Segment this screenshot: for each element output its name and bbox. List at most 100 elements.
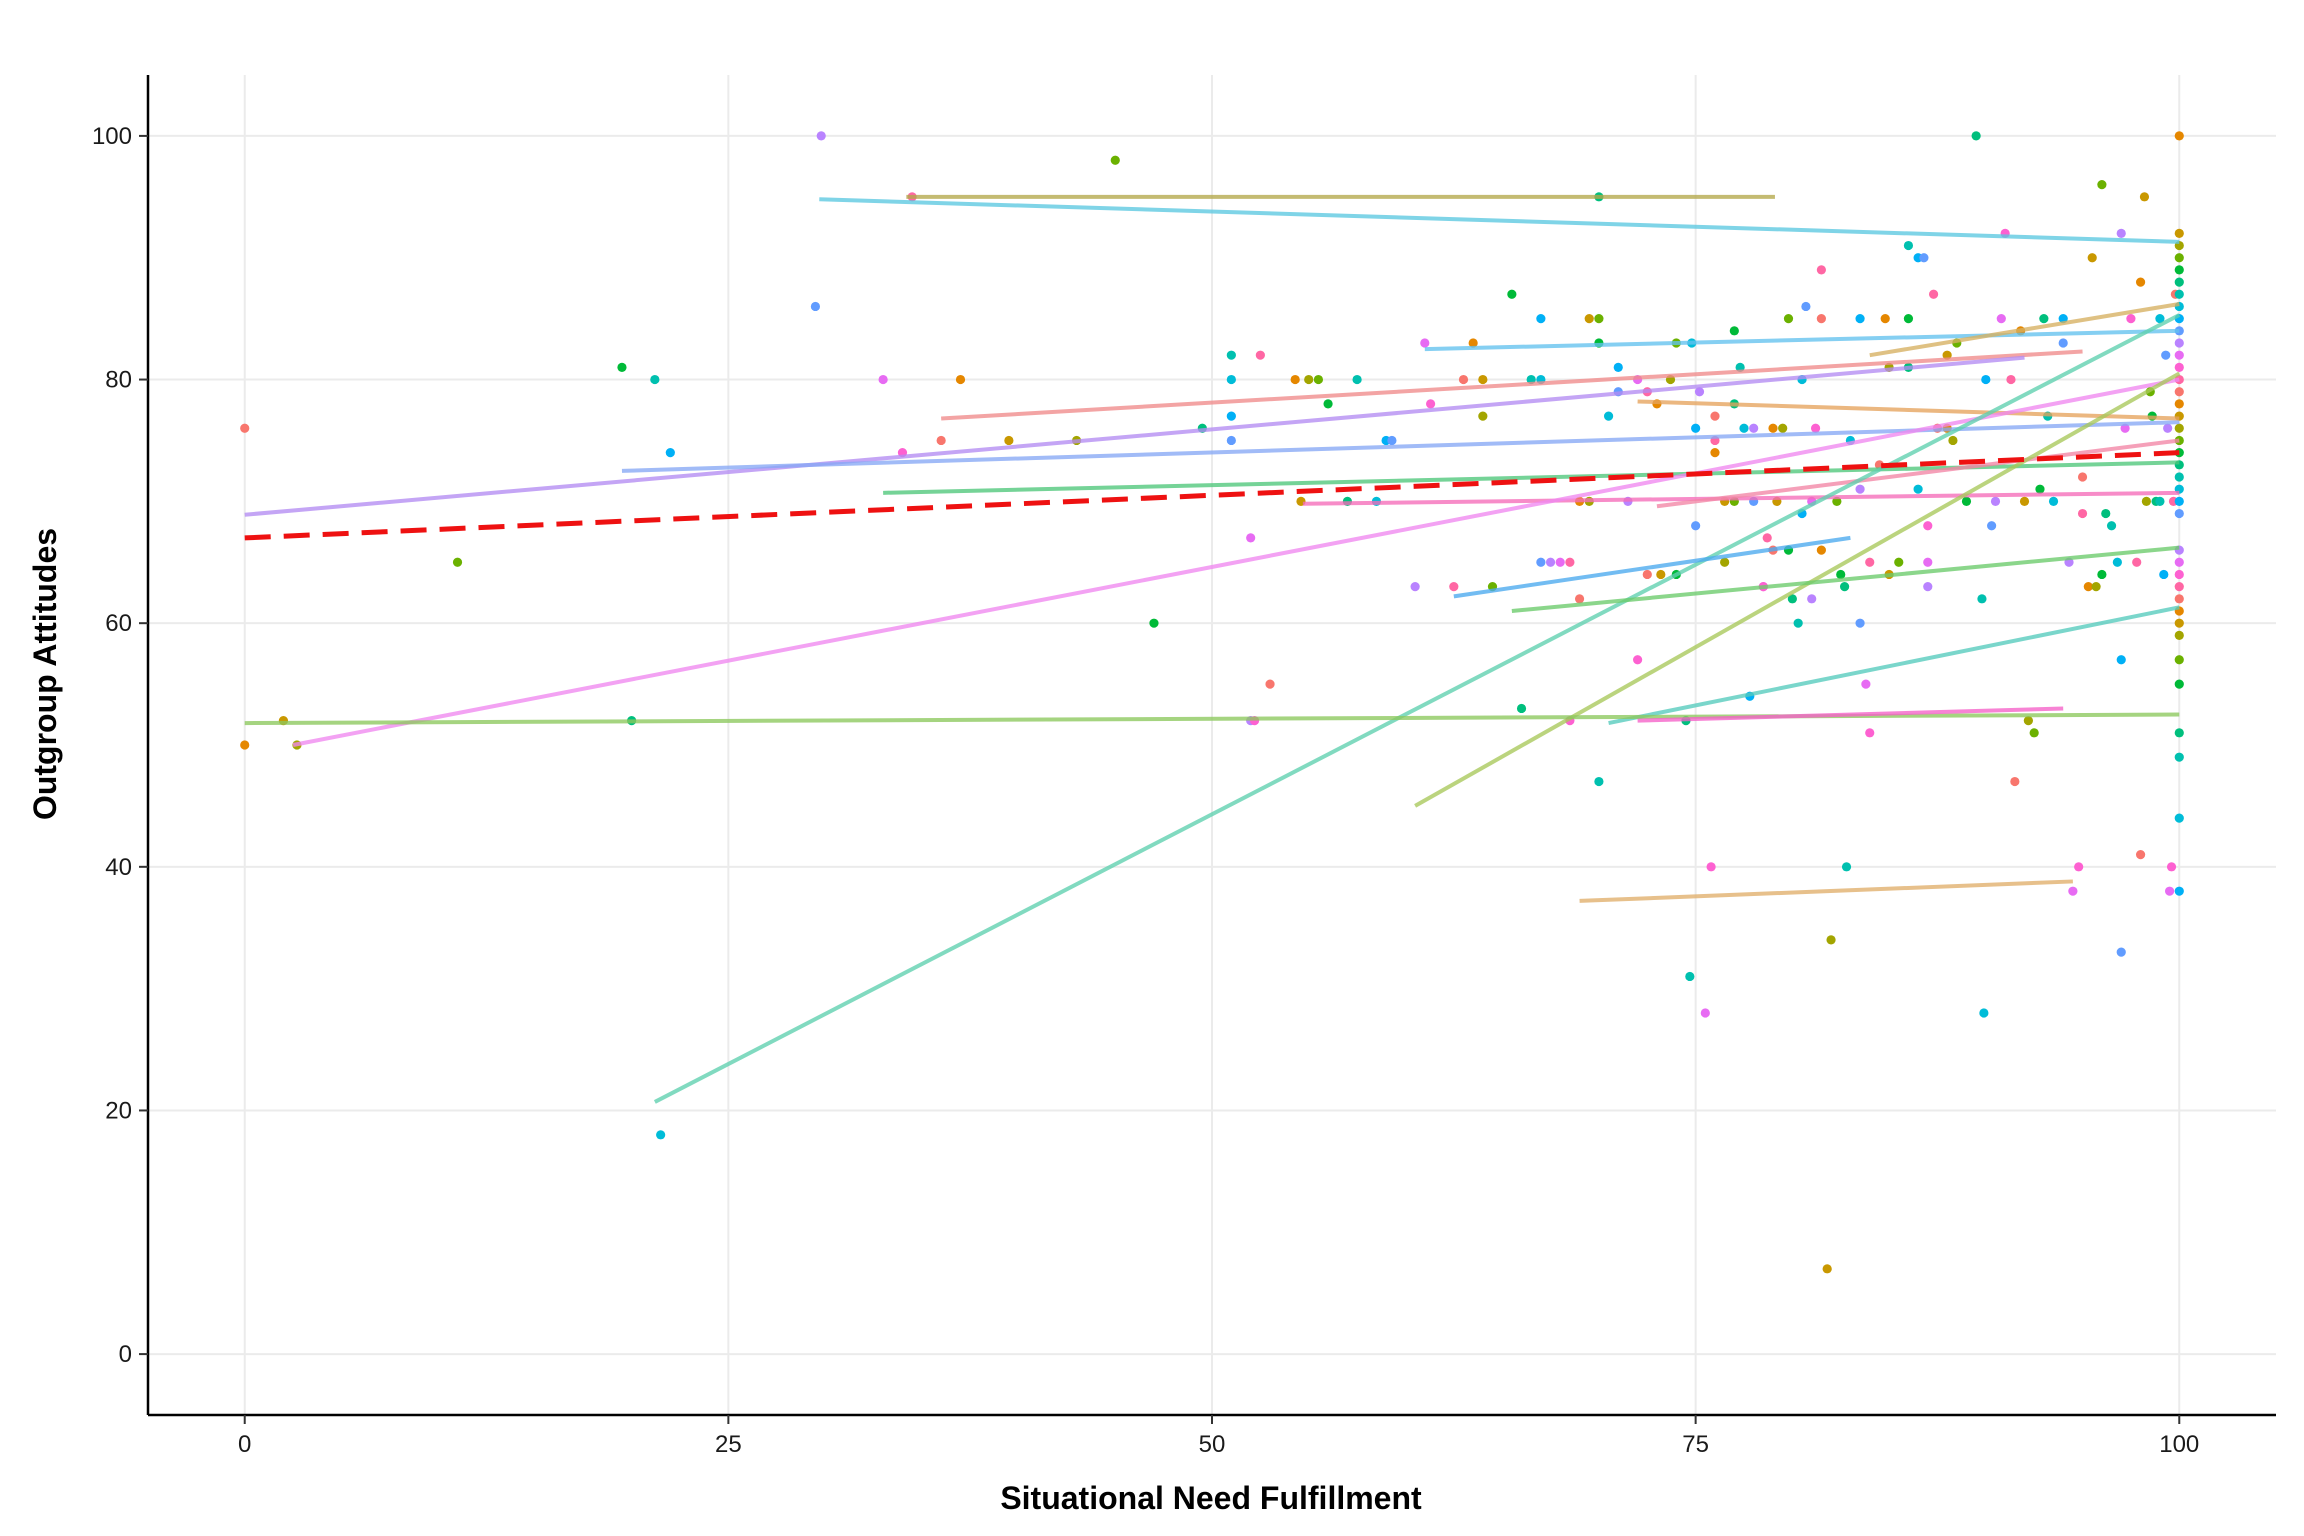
group-fit-line	[1302, 490, 2180, 506]
data-point	[2068, 886, 2078, 896]
data-point	[2091, 582, 2101, 592]
data-point	[1226, 435, 1236, 446]
data-point	[1700, 1008, 1710, 1018]
data-point	[2083, 582, 2093, 592]
data-point	[1574, 594, 1585, 604]
data-point	[1410, 582, 1420, 592]
data-point	[955, 374, 966, 385]
data-point	[2174, 399, 2184, 409]
data-point	[1981, 374, 1991, 385]
data-point	[2163, 423, 2173, 433]
data-point	[2087, 253, 2097, 263]
data-point	[1913, 484, 1923, 494]
data-point	[2116, 228, 2126, 238]
data-point	[1516, 703, 1527, 714]
data-point	[1246, 533, 1256, 543]
data-point	[1226, 374, 1236, 385]
data-point	[1948, 435, 1958, 446]
data-point	[2101, 508, 2111, 519]
data-point	[878, 374, 888, 385]
data-point	[1633, 655, 1643, 665]
data-point	[1961, 496, 1972, 506]
data-point	[2174, 362, 2184, 372]
data-point	[1478, 374, 1488, 385]
group-fit-line	[1637, 399, 2180, 421]
data-point	[1691, 423, 1701, 433]
data-point	[1565, 557, 1575, 567]
data-point	[1787, 594, 1797, 604]
data-point	[1996, 314, 2006, 324]
data-point	[2039, 314, 2049, 324]
data-point	[240, 423, 250, 433]
data-point	[1265, 679, 1275, 689]
data-point	[1865, 728, 1875, 738]
group-fit-line	[244, 355, 2025, 517]
data-point	[2174, 886, 2184, 896]
data-point	[2174, 289, 2184, 299]
data-point	[2029, 728, 2039, 738]
data-point	[2077, 508, 2088, 519]
data-point	[1816, 265, 1826, 275]
data-point	[2174, 350, 2184, 360]
data-point	[1749, 423, 1759, 433]
y-tick-label: 100	[92, 123, 132, 150]
y-axis-title: Outgroup Attitudes	[27, 528, 63, 820]
x-tick-label: 50	[1199, 1431, 1226, 1458]
data-point	[810, 301, 821, 312]
data-point	[1004, 435, 1014, 446]
data-point	[1387, 435, 1397, 446]
data-point	[1807, 594, 1817, 604]
data-point	[1855, 618, 1865, 628]
data-point	[1545, 557, 1556, 567]
data-point	[1987, 521, 1997, 531]
data-point	[1226, 350, 1236, 360]
data-point	[2174, 265, 2184, 275]
data-point	[650, 374, 660, 385]
data-point	[2174, 679, 2184, 689]
group-fit-line	[941, 349, 2083, 421]
data-point	[1255, 350, 1265, 360]
data-point	[1971, 131, 1981, 141]
data-point	[2174, 496, 2184, 506]
group-fit-lines	[244, 194, 2181, 1104]
data-point	[2155, 314, 2165, 324]
axes	[139, 75, 2276, 1424]
data-point	[1642, 569, 1652, 580]
data-point	[2174, 387, 2184, 397]
x-tick-label: 100	[2159, 1431, 2199, 1458]
data-point	[2174, 423, 2184, 433]
data-point	[2174, 582, 2184, 592]
overall-fit-line	[244, 450, 2180, 541]
data-point	[1710, 411, 1720, 421]
data-point	[1323, 399, 1333, 409]
group-fit-line	[653, 313, 2181, 1104]
data-point	[1729, 326, 1739, 336]
data-point	[1979, 1008, 1989, 1018]
data-point	[1822, 1264, 1832, 1274]
data-point	[2106, 521, 2117, 531]
data-point	[2077, 472, 2088, 482]
data-point	[2174, 594, 2184, 604]
data-point	[2139, 192, 2150, 202]
data-point	[2010, 776, 2020, 787]
data-point	[1720, 557, 1730, 567]
data-point	[1710, 448, 1720, 458]
group-fit-line	[819, 197, 2180, 244]
data-point	[1613, 362, 1623, 372]
data-point	[1778, 423, 1788, 433]
data-point	[2174, 228, 2184, 238]
group-fit-line	[1608, 605, 2180, 726]
data-point	[1768, 423, 1778, 433]
y-tick-label: 80	[105, 367, 132, 394]
data-point	[2120, 423, 2130, 433]
data-point	[2132, 557, 2142, 567]
data-point	[1420, 338, 1430, 348]
data-point	[2135, 850, 2146, 860]
data-point	[1536, 557, 1546, 567]
data-point	[240, 740, 250, 750]
y-tick-label: 60	[105, 610, 132, 637]
data-point	[2161, 350, 2171, 360]
group-fit-line	[1453, 535, 1851, 599]
y-tick-label: 20	[105, 1097, 132, 1124]
